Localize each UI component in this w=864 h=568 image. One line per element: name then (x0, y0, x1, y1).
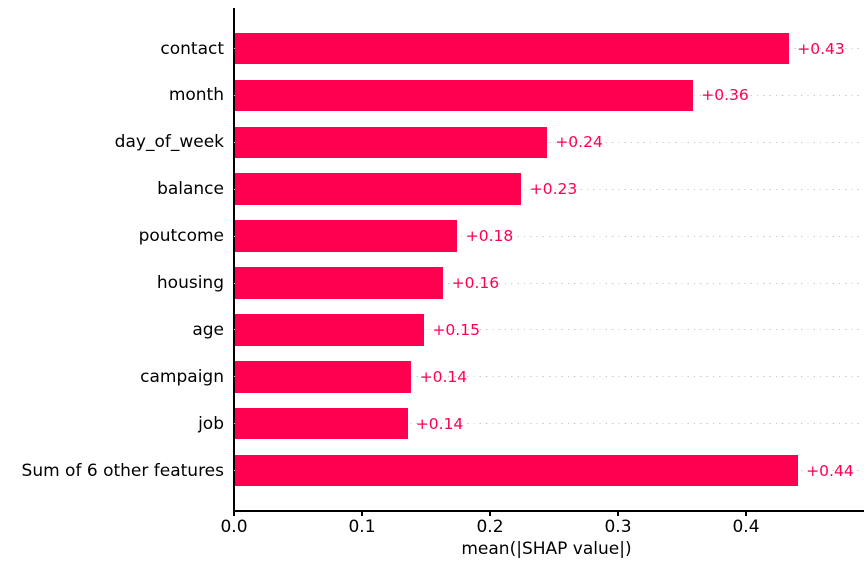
xtick-label: 0.1 (348, 517, 376, 537)
x-axis-spine (233, 510, 864, 512)
bar-value-label: +0.44 (806, 461, 854, 480)
bar-contact (234, 32, 789, 65)
ytick-label: balance (157, 179, 224, 200)
bar-value-label: +0.15 (432, 320, 480, 339)
ytick-label: day_of_week (114, 132, 224, 153)
xtick-mark (233, 511, 235, 516)
ytick-label: campaign (140, 366, 224, 387)
bar-housing (234, 267, 444, 299)
bar-day-of-week (234, 126, 548, 159)
ytick-label: age (192, 319, 224, 340)
y-axis-spine (233, 8, 235, 511)
bar-balance (234, 173, 522, 205)
bar-month (234, 79, 693, 112)
row-gridline (234, 423, 860, 425)
bar-value-label: +0.14 (415, 414, 464, 433)
ytick-label: job (198, 413, 224, 434)
row-gridline (234, 376, 860, 378)
row-gridline (234, 282, 860, 284)
bar-job (234, 407, 408, 440)
bar-value-label: +0.24 (555, 133, 603, 152)
bar-value-label: +0.23 (529, 180, 578, 199)
ytick-label: month (168, 85, 224, 106)
row-gridline (234, 188, 860, 190)
x-axis-label: mean(|SHAP value|) (461, 539, 632, 559)
xtick-mark (361, 511, 363, 516)
bar-campaign (234, 361, 412, 393)
bar-value-label: +0.18 (465, 227, 514, 246)
row-gridline (234, 235, 860, 237)
xtick-label: 0.2 (476, 517, 504, 537)
xtick-label: 0.0 (220, 517, 248, 537)
bar-value-label: +0.36 (701, 86, 749, 105)
xtick-mark (745, 511, 747, 516)
xtick-label: 0.3 (604, 517, 632, 537)
bar-value-label: +0.14 (419, 367, 468, 386)
xtick-label: 0.4 (732, 517, 760, 537)
bar-poutcome (234, 220, 458, 252)
xtick-mark (617, 511, 619, 516)
bar-value-label: +0.16 (451, 274, 500, 292)
xtick-mark (489, 511, 491, 516)
bar-sum-of-6-other-features (234, 454, 798, 487)
bar-value-label: +0.43 (797, 39, 845, 58)
ytick-label: poutcome (138, 226, 224, 247)
row-gridline (234, 329, 860, 331)
ytick-label: housing (156, 273, 224, 293)
ytick-label: Sum of 6 other features (21, 460, 224, 481)
ytick-label: contact (160, 38, 224, 59)
bar-age (234, 314, 425, 346)
